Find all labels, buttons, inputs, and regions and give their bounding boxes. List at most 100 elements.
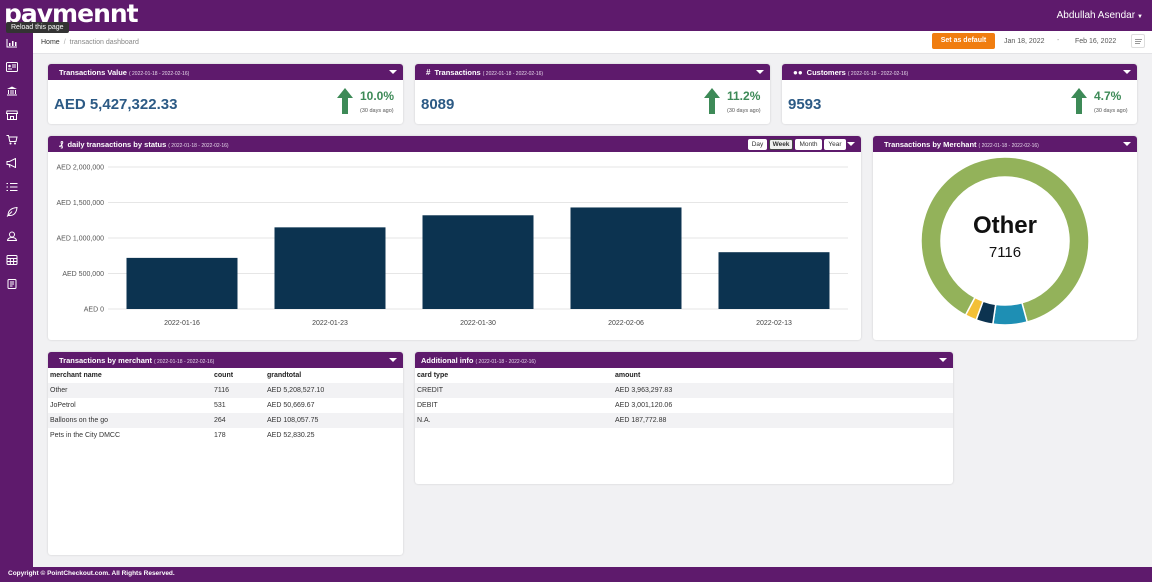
table-header: card type amount	[415, 368, 953, 383]
card-range: ( 2022-01-18 - 2022-02-16)	[153, 359, 215, 365]
invoice-icon[interactable]	[6, 279, 18, 289]
donut-slice[interactable]	[991, 301, 1029, 326]
store-icon[interactable]	[6, 110, 18, 120]
donut-center-value: 7116	[988, 244, 1022, 261]
bar[interactable]	[126, 257, 238, 309]
kpi-value: 8089	[421, 96, 455, 113]
footer: Copyright © PointCheckout.com. All Right…	[0, 567, 1152, 582]
card-range: ( 2022-01-18 - 2022-02-16)	[847, 71, 909, 77]
breadcrumb: Home / transaction dashboard	[41, 39, 139, 46]
card-title: Transactions by merchant	[59, 356, 152, 365]
card-range: ( 2022-01-18 - 2022-02-16)	[128, 71, 190, 77]
cell: 178	[214, 432, 226, 439]
breadcrumb-current: transaction dashboard	[69, 39, 139, 46]
card-menu-chevron-icon[interactable]	[939, 358, 947, 362]
y-tick-label: AED 1,000,000	[57, 236, 105, 243]
card-range: ( 2022-01-18 - 2022-02-16)	[168, 143, 229, 149]
donut-slice[interactable]	[920, 156, 1090, 323]
id-card-icon[interactable]	[6, 62, 18, 72]
cell: Other	[50, 387, 68, 394]
filter-button[interactable]	[1131, 34, 1145, 48]
x-tick-label: 2022-01-30	[460, 320, 496, 327]
card-range: ( 2022-01-18 - 2022-02-16)	[482, 71, 544, 77]
merchant-table-card: Transactions by merchant( 2022-01-18 - 2…	[48, 352, 403, 555]
card-title: Customers	[806, 68, 846, 77]
list-icon[interactable]	[6, 182, 18, 192]
bar[interactable]	[570, 207, 682, 309]
bar[interactable]	[718, 252, 830, 309]
column-header[interactable]: card type	[417, 372, 449, 379]
card-menu-chevron-icon[interactable]	[1123, 70, 1131, 74]
kpi-value: AED 5,427,322.33	[54, 96, 178, 113]
breadcrumb-home[interactable]: Home	[41, 39, 60, 46]
card-menu-chevron-icon[interactable]	[847, 142, 855, 146]
hashtag-icon: #	[426, 68, 431, 77]
tab-week[interactable]: Week	[769, 139, 793, 150]
bar[interactable]	[422, 215, 534, 309]
calculator-icon[interactable]	[6, 255, 18, 265]
tab-month[interactable]: Month	[795, 139, 822, 150]
card-menu-chevron-icon[interactable]	[1123, 142, 1131, 146]
chart-icon[interactable]	[6, 38, 18, 48]
user-name: Abdullah Asendar	[1056, 10, 1136, 21]
tab-day[interactable]: Day	[748, 139, 767, 150]
cell: Pets in the City DMCC	[50, 432, 121, 439]
table-row[interactable]: CREDIT AED 3,963,297.83	[415, 383, 953, 398]
leaf-icon[interactable]	[6, 207, 18, 217]
table-row[interactable]: N.A. AED 187,772.88	[415, 413, 953, 428]
cell: AED 108,057.75	[267, 417, 319, 424]
table-row[interactable]: DEBIT AED 3,001,120.06	[415, 398, 953, 413]
card-menu-chevron-icon[interactable]	[389, 358, 397, 362]
table-row[interactable]: Balloons on the go 264 AED 108,057.75	[48, 413, 403, 428]
bank-icon[interactable]	[6, 86, 18, 96]
cell: AED 3,963,297.83	[615, 387, 673, 394]
table-row[interactable]: Pets in the City DMCC 178 AED 52,830.25	[48, 428, 403, 443]
transactions-card: # Transactions( 2022-01-18 - 2022-02-16) …	[415, 64, 770, 124]
card-menu-chevron-icon[interactable]	[756, 70, 764, 74]
bar[interactable]	[274, 227, 386, 309]
table-row[interactable]: Other 7116 AED 5,208,527.10	[48, 383, 403, 398]
donut-chart	[920, 156, 1090, 326]
donut-slice[interactable]	[964, 296, 984, 321]
cell: AED 52,830.25	[267, 432, 315, 439]
users-icon: ●●	[793, 68, 803, 77]
card-range: ( 2022-01-18 - 2022-02-16)	[978, 143, 1039, 149]
cart-icon[interactable]	[6, 135, 18, 145]
megaphone-icon[interactable]	[6, 158, 18, 168]
date-from-input[interactable]: Jan 18, 2022	[1004, 38, 1045, 45]
table-row[interactable]: JoPetrol 531 AED 50,669.67	[48, 398, 403, 413]
column-header[interactable]: amount	[615, 372, 641, 379]
top-bar: pavmennt Reload this page Abdullah Asend…	[0, 0, 1152, 33]
arrow-up-icon	[337, 88, 353, 114]
breadcrumb-bar: Home / transaction dashboard Set as defaul…	[33, 31, 1152, 54]
cell: AED 3,001,120.06	[615, 402, 673, 409]
date-to-input[interactable]: Feb 16, 2022	[1075, 38, 1117, 45]
card-menu-chevron-icon[interactable]	[389, 70, 397, 74]
kpi-value: 9593	[788, 96, 822, 113]
arrow-up-icon	[1071, 88, 1087, 114]
tab-year[interactable]: Year	[824, 139, 846, 150]
column-header[interactable]: grandtotal	[267, 372, 302, 379]
user-support-icon[interactable]	[6, 231, 18, 241]
y-tick-label: AED 0	[84, 307, 104, 314]
daily-transactions-card: ₰ daily transactions by status( 2022-01-1…	[48, 136, 861, 340]
user-menu[interactable]: Abdullah Asendar ▼	[1057, 10, 1143, 21]
kpi-change: 4.7%	[1094, 89, 1122, 103]
set-as-default-button[interactable]: Set as default	[932, 33, 995, 49]
donut-center-label: Other	[972, 212, 1037, 239]
copyright-text: Copyright © PointCheckout.com. All Right…	[8, 570, 175, 577]
column-header[interactable]: count	[214, 372, 234, 379]
cell: N.A.	[417, 417, 431, 424]
card-title: Transactions by Merchant	[884, 140, 977, 149]
customers-card: ●● Customers( 2022-01-18 - 2022-02-16) 95…	[782, 64, 1137, 124]
card-title: Transactions	[434, 68, 481, 77]
y-tick-label: AED 1,500,000	[57, 200, 105, 207]
x-tick-label: 2022-02-13	[756, 320, 792, 327]
y-tick-label: AED 500,000	[62, 271, 104, 278]
column-header[interactable]: merchant name	[50, 372, 102, 379]
card-range: ( 2022-01-18 - 2022-02-16)	[475, 359, 536, 365]
bar-chart: AED 0 AED 500,000 AED 1,000,000 AED 1,500,0…	[57, 165, 848, 327]
money-bag-icon: ₰	[59, 140, 64, 149]
filter-icon	[1135, 39, 1142, 40]
sidebar	[0, 31, 33, 567]
